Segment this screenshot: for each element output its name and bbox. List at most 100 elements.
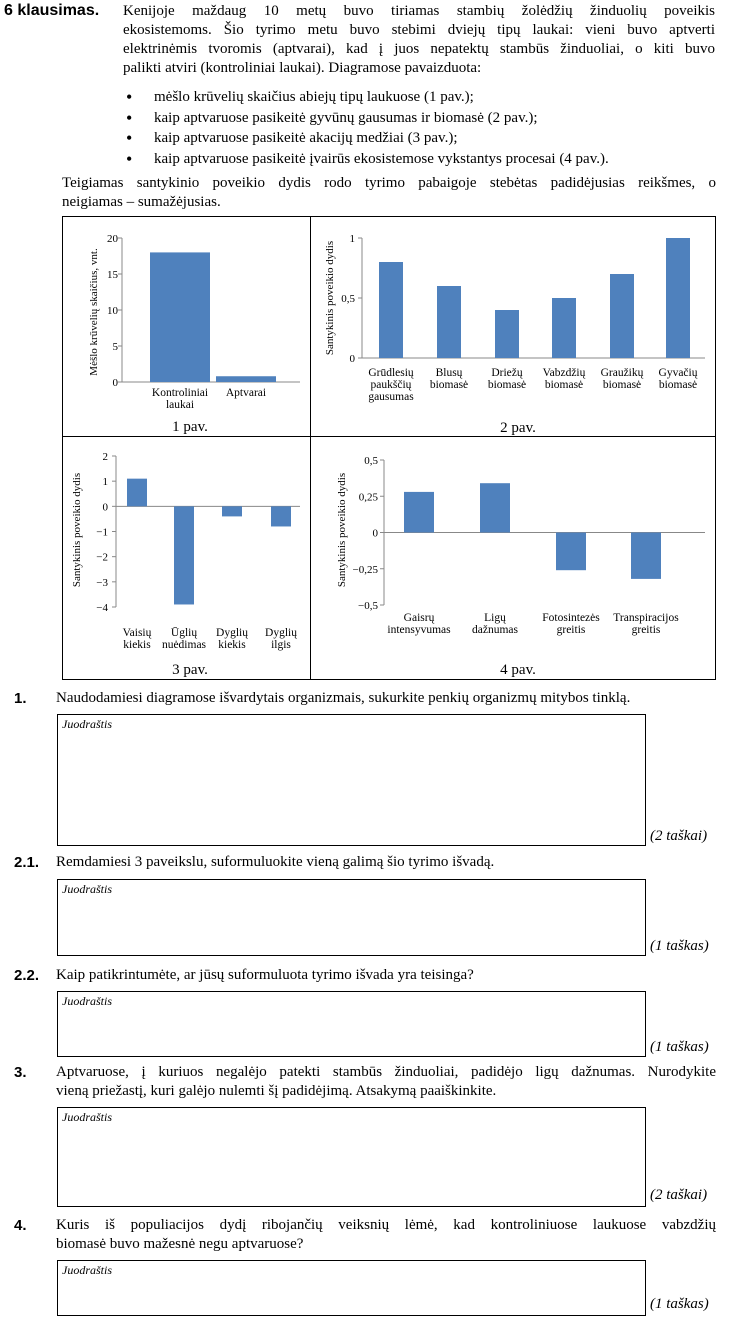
question-label: 6 klausimas. [4, 2, 100, 19]
draft-label: Juodraštis [62, 717, 113, 731]
points-label: (2 taškai) [650, 828, 708, 844]
category-label: Grūdlesių [368, 367, 414, 379]
question-line: Kuris iš populiacijos dydį ribojančių ve… [56, 1217, 716, 1233]
question-text: Remdamiesi 3 paveikslu, suformuluokite v… [56, 853, 716, 872]
figure-caption: 1 pav. [172, 419, 208, 435]
category-label: biomasė [545, 379, 583, 391]
figure-list: mėšlo krūvelių skaičius abiejų tipų lauk… [126, 87, 714, 170]
category-label: Vaisių [123, 627, 152, 639]
category-label: Ligų [484, 612, 506, 624]
intro-line: elektrinėmis tvoromis (aptvarai), kad į … [123, 41, 715, 57]
question-line: biomasė buvo mažesnė negu aptvaruose? [56, 1236, 304, 1252]
category-label: nuėdimas [162, 639, 207, 651]
y-tick-label: 0 [103, 501, 109, 513]
y-tick-label: 0,25 [359, 491, 379, 503]
draft-label: Juodraštis [62, 994, 113, 1008]
bar [379, 262, 403, 358]
figure-list-item: kaip aptvaruose pasikeitė akacijų medžia… [126, 128, 714, 149]
y-axis-label: Santykinis poveikio dydis [336, 473, 348, 587]
category-label: Fotosintezės [542, 612, 600, 624]
bar [666, 238, 690, 358]
category-label: biomasė [430, 379, 468, 391]
category-label: Dyglių [216, 627, 248, 639]
category-label: Blusų [436, 367, 463, 379]
category-label: dažnumas [472, 624, 519, 636]
bar [222, 506, 242, 517]
bar [437, 286, 461, 358]
category-label: Transpiracijos [613, 612, 679, 624]
bar [556, 532, 586, 571]
grid-divider-vertical [310, 216, 311, 679]
y-tick-label: 5 [113, 341, 119, 353]
question-line: Remdamiesi 3 paveikslu, suformuluokite v… [56, 854, 495, 870]
y-tick-label: 0 [113, 377, 119, 389]
draft-label: Juodraštis [62, 1263, 113, 1277]
category-label: Kontroliniai [152, 387, 208, 399]
y-tick-label: −4 [96, 602, 108, 614]
intro-text: Kenijoje maždaug 10 metų buvo tiriamas s… [123, 2, 715, 78]
figure-list-item: kaip aptvaruose pasikeitė gyvūnų gausuma… [126, 108, 714, 129]
draft-box[interactable]: Juodraštis [57, 1260, 646, 1316]
bar [480, 483, 510, 533]
figure-caption: 4 pav. [500, 662, 536, 678]
y-axis-label: Santykinis poveikio dydis [324, 241, 336, 355]
question-line: Naudodamiesi diagramose išvardytais orga… [56, 690, 631, 706]
question-text: Naudodamiesi diagramose išvardytais orga… [56, 689, 716, 708]
y-tick-label: 0 [350, 353, 356, 365]
note-text: Teigiamas santykinio poveikio dydis rodo… [62, 174, 716, 212]
y-tick-label: 2 [103, 451, 109, 463]
category-label: biomasė [603, 379, 641, 391]
bar [610, 274, 634, 358]
figure-caption: 2 pav. [500, 420, 536, 436]
y-axis-label: Santykinis poveikio dydis [71, 473, 83, 587]
bar [150, 252, 210, 382]
y-axis-label: Mėšlo krūvelių skaičius, vnt. [88, 248, 100, 376]
question-line: Aptvaruose, į kuriuos negalėjo patekti s… [56, 1064, 716, 1080]
note-line: Teigiamas santykinio poveikio dydis rodo… [62, 175, 716, 191]
points-label: (2 taškai) [650, 1187, 708, 1203]
category-label: Vabzdžių [543, 367, 586, 379]
y-tick-label: −1 [96, 527, 108, 539]
question-number: 3. [14, 1064, 27, 1081]
draft-box[interactable]: Juodraštis [57, 879, 646, 956]
figure-caption: 3 pav. [172, 662, 208, 678]
category-label: biomasė [659, 379, 697, 391]
bar [271, 506, 291, 527]
question-text: Kaip patikrintumėte, ar jūsų suformuluot… [56, 966, 716, 985]
points-label: (1 taškas) [650, 1296, 709, 1312]
intro-line: Kenijoje maždaug 10 metų buvo tiriamas s… [123, 3, 715, 19]
category-label: Dyglių [265, 627, 297, 639]
y-tick-label: −2 [96, 552, 108, 564]
question-line: Kaip patikrintumėte, ar jūsų suformuluot… [56, 967, 474, 983]
question-line: vieną priežastį, kuri galėjo nulemti šį … [56, 1083, 497, 1099]
category-label: Graužikų [601, 367, 644, 379]
y-tick-label: −3 [96, 577, 108, 589]
y-tick-label: 0,5 [341, 293, 355, 305]
question-number: 2.1. [14, 854, 40, 871]
draft-box[interactable]: Juodraštis [57, 991, 646, 1057]
y-tick-label: −0,5 [358, 600, 378, 612]
figures-grid [62, 216, 716, 680]
y-tick-label: 20 [107, 233, 119, 245]
y-tick-label: 15 [107, 269, 119, 281]
draft-label: Juodraštis [62, 1110, 113, 1124]
points-label: (1 taškas) [650, 938, 709, 954]
category-label: kiekis [123, 639, 151, 651]
category-label: Gaisrų [404, 612, 435, 624]
question-number: 2.2. [14, 967, 40, 984]
points-label: (1 taškas) [650, 1039, 709, 1055]
draft-label: Juodraštis [62, 882, 113, 896]
category-label: ilgis [271, 639, 291, 651]
y-tick-label: 1 [103, 476, 109, 488]
category-label: Driežų [491, 367, 523, 379]
draft-box[interactable]: Juodraštis [57, 1107, 646, 1207]
draft-box[interactable]: Juodraštis [57, 714, 646, 846]
note-line: neigiamas – sumažėjusias. [62, 194, 221, 210]
question-number: 1. [14, 690, 27, 707]
question-number: 4. [14, 1217, 27, 1234]
intro-line: palikti atviri (kontroliniai laukai). Di… [123, 60, 482, 76]
category-label: laukai [166, 399, 194, 411]
category-label: greitis [632, 624, 661, 636]
figure-list-item: mėšlo krūvelių skaičius abiejų tipų lauk… [126, 87, 714, 108]
figure-list-item: kaip aptvaruose pasikeitė įvairūs ekosis… [126, 149, 714, 170]
